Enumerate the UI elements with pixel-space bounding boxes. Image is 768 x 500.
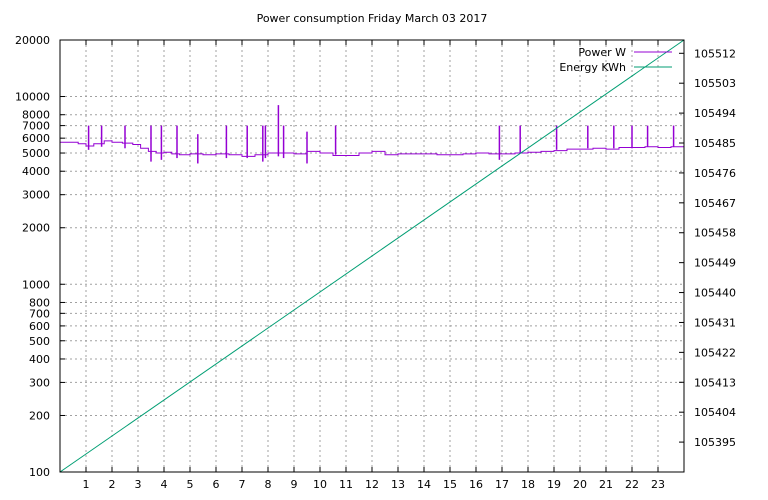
legend: Power W Energy KWh xyxy=(559,46,672,74)
y-left-tick-label: 3000 xyxy=(22,189,50,202)
x-tick-label: 9 xyxy=(291,478,298,491)
y-right-tick-label: 105485 xyxy=(694,137,736,150)
y-right-tick-label: 105467 xyxy=(694,197,736,210)
y-right-tick-label: 105413 xyxy=(694,376,736,389)
x-tick-label: 22 xyxy=(625,478,639,491)
x-tick-label: 6 xyxy=(213,478,220,491)
y-right-tick-label: 105458 xyxy=(694,227,736,240)
series-layer xyxy=(59,39,685,473)
x-tick-label: 23 xyxy=(651,478,665,491)
x-tick-label: 17 xyxy=(495,478,509,491)
y-left-tick-label: 2000 xyxy=(22,222,50,235)
y-left-tick-label: 10000 xyxy=(15,91,50,104)
y-left-tick-label: 4000 xyxy=(22,165,50,178)
y-left-tick-label: 500 xyxy=(29,335,50,348)
y-left-tick-label: 800 xyxy=(29,296,50,309)
y-right-tick-label: 105494 xyxy=(694,107,736,120)
tick-layer: 1 2 3 4 5 6 7 8 9 10 11 12 13 14 15 16 17 18 19 20 21 22 23100… xyxy=(15,34,736,491)
x-tick-label: 4 xyxy=(161,478,168,491)
x-tick-label: 15 xyxy=(443,478,457,491)
y-left-tick-label: 200 xyxy=(29,409,50,422)
x-tick-label: 20 xyxy=(573,478,587,491)
grid-layer xyxy=(60,39,684,473)
chart-title: Power consumption Friday March 03 2017 xyxy=(257,12,488,25)
y-left-tick-label: 100 xyxy=(29,466,50,479)
y-left-tick-label: 400 xyxy=(29,353,50,366)
y-left-tick-label: 6000 xyxy=(22,132,50,145)
y-right-tick-label: 105395 xyxy=(694,436,736,449)
x-tick-label: 12 xyxy=(365,478,379,491)
x-tick-label: 3 xyxy=(135,478,142,491)
x-tick-label: 5 xyxy=(187,478,194,491)
y-right-tick-label: 105431 xyxy=(694,316,736,329)
x-tick-label: 10 xyxy=(313,478,327,491)
x-tick-label: 21 xyxy=(599,478,613,491)
y-right-tick-label: 105503 xyxy=(694,77,736,90)
legend-label: Power W xyxy=(578,46,626,59)
x-tick-label: 7 xyxy=(239,478,246,491)
x-tick-label: 8 xyxy=(265,478,272,491)
y-left-tick-label: 300 xyxy=(29,376,50,389)
legend-label: Energy KWh xyxy=(559,61,626,74)
y-left-tick-label: 600 xyxy=(29,320,50,333)
energy-kwh-line xyxy=(59,39,685,473)
y-left-tick-label: 700 xyxy=(29,307,50,320)
y-left-tick-label: 1000 xyxy=(22,278,50,291)
y-left-tick-label: 5000 xyxy=(22,147,50,160)
y-right-tick-label: 105422 xyxy=(694,346,736,359)
y-right-tick-label: 105404 xyxy=(694,406,736,419)
x-tick-label: 2 xyxy=(109,478,116,491)
x-tick-label: 18 xyxy=(521,478,535,491)
x-tick-label: 19 xyxy=(547,478,561,491)
y-left-tick-label: 20000 xyxy=(15,34,50,47)
power-w-line xyxy=(60,140,684,157)
y-left-tick-label: 8000 xyxy=(22,109,50,122)
x-tick-label: 1 xyxy=(83,478,90,491)
x-tick-label: 16 xyxy=(469,478,483,491)
x-tick-label: 11 xyxy=(339,478,353,491)
y-right-tick-label: 105476 xyxy=(694,167,736,180)
y-right-tick-label: 105512 xyxy=(694,47,736,60)
y-right-tick-label: 105449 xyxy=(694,257,736,270)
x-tick-label: 14 xyxy=(417,478,431,491)
y-right-tick-label: 105440 xyxy=(694,287,736,300)
y-left-tick-label: 7000 xyxy=(22,120,50,133)
x-tick-label: 13 xyxy=(391,478,405,491)
